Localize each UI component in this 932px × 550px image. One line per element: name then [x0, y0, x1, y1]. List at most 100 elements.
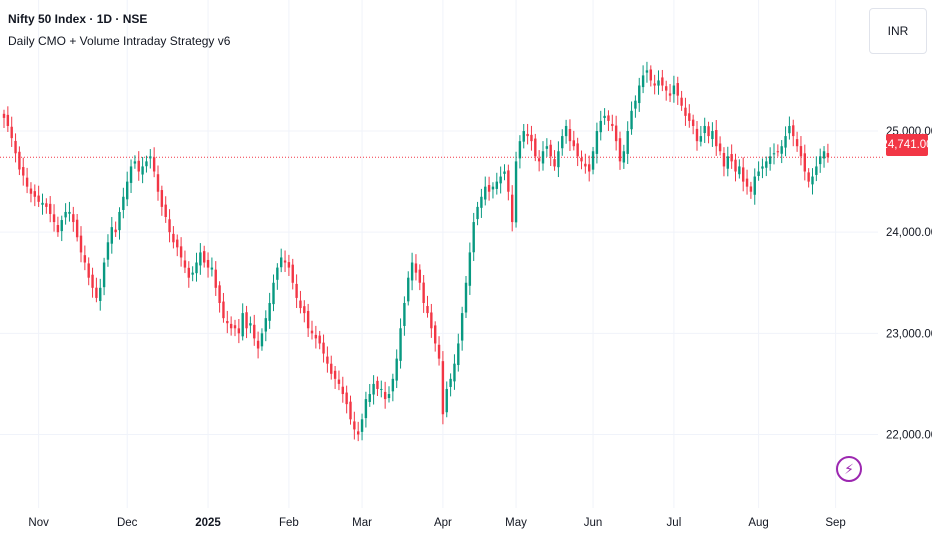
candle: [364, 391, 368, 428]
candle-body: [295, 283, 298, 298]
candle: [588, 155, 591, 182]
candle-body: [745, 178, 749, 187]
candle-body: [580, 157, 583, 162]
candle: [41, 193, 44, 215]
candle-body: [634, 100, 637, 109]
candle: [530, 125, 533, 151]
candle-body: [337, 379, 341, 384]
candle: [310, 320, 314, 340]
candle: [422, 274, 425, 313]
candle-body: [210, 267, 214, 270]
candle: [145, 155, 148, 173]
candle: [572, 130, 575, 151]
candle-body: [418, 269, 421, 283]
candle: [680, 90, 683, 111]
candle: [106, 234, 110, 267]
candle-body: [330, 363, 333, 374]
candle-body: [614, 125, 618, 142]
candle-body: [626, 131, 629, 154]
candle: [580, 150, 583, 170]
candle: [133, 155, 137, 169]
currency-button[interactable]: INR: [869, 8, 927, 54]
candle-body: [179, 246, 183, 258]
candle-body: [399, 328, 402, 361]
candle: [495, 172, 498, 195]
candle-body: [757, 171, 760, 176]
candle: [511, 185, 514, 232]
candle: [815, 156, 818, 182]
candle: [176, 234, 179, 257]
candle-body: [803, 153, 806, 172]
candle-body: [507, 170, 510, 192]
candle-body: [357, 431, 360, 435]
candle: [757, 161, 760, 181]
candle: [715, 120, 718, 156]
candle-body: [672, 85, 676, 95]
candle-body: [518, 141, 522, 159]
candle-body: [468, 252, 472, 286]
candle-body: [487, 185, 491, 192]
candle: [287, 254, 291, 276]
candle: [703, 117, 706, 144]
candle-body: [661, 77, 664, 86]
candle: [256, 331, 260, 359]
candle: [742, 157, 745, 192]
candle: [383, 381, 387, 409]
candle-body: [680, 97, 683, 106]
candle-body: [245, 312, 248, 329]
indicator-name[interactable]: Daily CMO + Volume Intraday Strategy v6: [8, 34, 231, 48]
candle-body: [253, 324, 256, 339]
candle-body: [603, 115, 606, 118]
candle-body: [799, 146, 803, 157]
candle-body: [276, 267, 279, 280]
candle: [222, 292, 225, 323]
candle: [260, 328, 264, 351]
lightning-bolt-icon[interactable]: ⚡: [836, 456, 862, 482]
candle: [638, 77, 641, 112]
candle: [314, 325, 318, 349]
candle: [203, 245, 206, 268]
candle: [241, 303, 244, 341]
candle-body: [49, 203, 52, 214]
candle: [295, 274, 298, 309]
candle-body: [391, 378, 395, 392]
candle: [457, 333, 460, 372]
candle-body: [472, 222, 475, 253]
candle-body: [318, 335, 321, 344]
candle: [149, 149, 152, 169]
candle-body: [141, 166, 144, 175]
candle: [795, 131, 799, 152]
candle: [387, 386, 391, 403]
candle: [591, 146, 595, 175]
candle-body: [545, 146, 549, 149]
candle: [168, 209, 171, 243]
candle-body: [264, 318, 267, 332]
candle-body: [460, 313, 464, 341]
candle-body: [310, 330, 314, 334]
candle-body: [784, 136, 787, 148]
candle-body: [122, 196, 125, 210]
candle: [333, 366, 337, 389]
candle: [264, 310, 267, 342]
candle-body: [749, 186, 753, 192]
candle: [291, 258, 294, 290]
candle: [357, 421, 360, 442]
candle: [472, 212, 475, 262]
candle-body: [6, 114, 10, 126]
candle-body: [260, 333, 264, 347]
candle-body: [299, 300, 302, 309]
candle-body: [414, 263, 418, 273]
candle: [330, 355, 333, 380]
candle-body: [364, 399, 368, 419]
candle-body: [772, 153, 776, 155]
candle-body: [622, 151, 626, 163]
candle: [95, 277, 98, 303]
candle: [437, 336, 441, 366]
candle: [172, 226, 175, 249]
candle-body: [199, 252, 202, 266]
candle: [691, 114, 695, 135]
candle: [299, 290, 302, 314]
candle-body: [395, 358, 398, 381]
candle: [56, 216, 60, 237]
candle: [541, 141, 545, 171]
